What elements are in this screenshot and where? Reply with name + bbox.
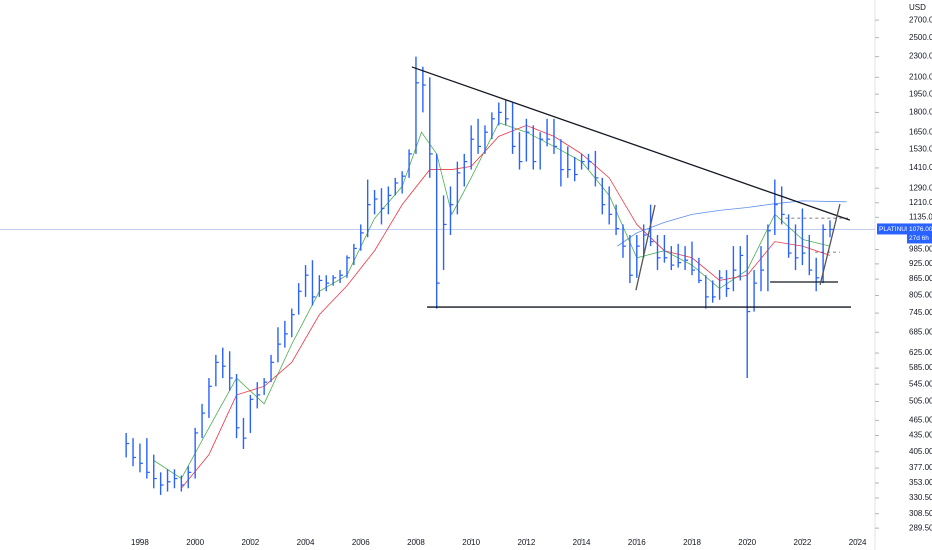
x-tick-label: 2010 [462, 538, 480, 547]
y-tick-label: 2300.00 [909, 52, 932, 61]
y-tick-label: 625.00 [909, 348, 932, 357]
y-tick-label: 985.00 [909, 245, 932, 254]
y-tick-label: 805.00 [909, 291, 932, 300]
y-tick-label: 2500.00 [909, 33, 932, 42]
y-tick-label: 745.00 [909, 308, 932, 317]
x-tick-label: 2004 [297, 538, 315, 547]
x-tick-label: 2002 [241, 538, 259, 547]
countdown-label: 27d 6h [909, 235, 929, 242]
last-price-label: 1076.00 [909, 226, 932, 233]
x-tick-label: 2018 [683, 538, 701, 547]
y-tick-label: 1800.00 [909, 108, 932, 117]
x-tick-label: 2000 [186, 538, 204, 547]
last-price-badge [877, 223, 907, 235]
y-tick-label: 505.00 [909, 397, 932, 406]
price-badge [907, 223, 932, 244]
x-tick-label: 2020 [738, 538, 756, 547]
x-tick-label: 2022 [794, 538, 812, 547]
y-tick-label: 2700.00 [909, 15, 932, 24]
trendline [411, 66, 851, 221]
x-tick-label: 2024 [849, 538, 867, 547]
moving-average [617, 200, 847, 247]
x-tick-label: 2008 [407, 538, 425, 547]
y-tick-label: 685.00 [909, 327, 932, 336]
y-tick-label: 925.00 [909, 259, 932, 268]
y-tick-label: 377.00 [909, 463, 932, 472]
y-tick-label: 353.00 [909, 478, 932, 487]
y-tick-label: 865.00 [909, 274, 932, 283]
unit-label: USD [909, 3, 926, 12]
y-tick-label: 585.00 [909, 363, 932, 372]
x-tick-label: 2006 [352, 538, 370, 547]
instrument-label: PLATINUM [879, 226, 911, 233]
y-tick-label: 330.50 [909, 493, 932, 502]
trendline [819, 203, 841, 286]
trendline [635, 204, 656, 291]
y-tick-label: 545.00 [909, 379, 932, 388]
y-tick-label: 1290.00 [909, 183, 932, 192]
y-tick-label: 1135.00 [909, 212, 932, 221]
y-tick-label: 435.00 [909, 431, 932, 440]
y-tick-label: 2100.00 [909, 72, 932, 81]
y-tick-label: 1210.00 [909, 198, 932, 207]
y-tick-label: 1950.00 [909, 89, 932, 98]
y-tick-label: 1650.00 [909, 127, 932, 136]
y-tick-label: 465.00 [909, 415, 932, 424]
x-tick-label: 2016 [628, 538, 646, 547]
y-tick-label: 308.50 [909, 509, 932, 518]
x-tick-label: 2012 [517, 538, 535, 547]
moving-average [153, 122, 831, 480]
x-tick-label: 2014 [573, 538, 591, 547]
y-tick-label: 1530.00 [909, 144, 932, 153]
x-tick-label: 1998 [131, 538, 149, 547]
y-tick-label: 289.50 [909, 523, 932, 532]
y-tick-label: 1410.00 [909, 163, 932, 172]
y-tick-label: 405.00 [909, 447, 932, 456]
